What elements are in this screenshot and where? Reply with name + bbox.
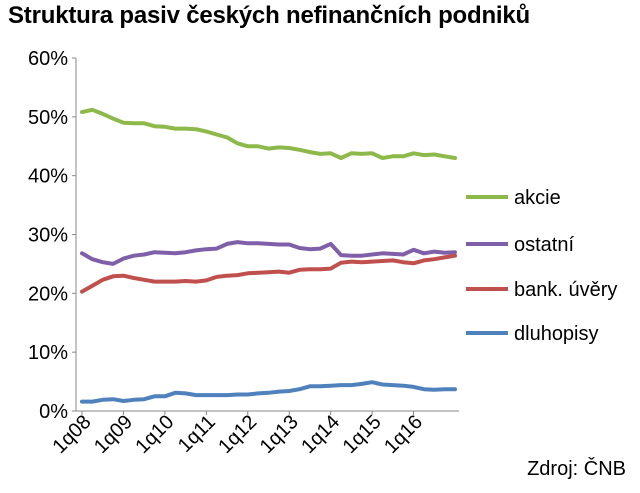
series-line-ostatn-: [80, 240, 457, 266]
x-tick-label: 1q10: [131, 411, 178, 458]
x-tick-label: 1q16: [380, 411, 427, 458]
y-tick-label: 50%: [28, 107, 68, 129]
chart-axes: [72, 57, 459, 415]
legend-label: dluhopisy: [514, 323, 599, 345]
y-tick-label: 0%: [39, 401, 68, 423]
source-note: Zdroj: ČNB: [527, 458, 626, 480]
legend-label: ostatní: [514, 234, 574, 256]
legend: akcie ostatní bank. úvěry dluhopisy: [466, 187, 617, 345]
y-tick-label: 60%: [28, 48, 68, 70]
x-tick-label: 1q12: [214, 411, 261, 458]
x-tick-label: 1q14: [297, 411, 344, 458]
y-tick-label: 10%: [28, 342, 68, 364]
series-lines: [80, 107, 457, 404]
x-tick-label: 1q13: [256, 411, 303, 458]
legend-label: bank. úvěry: [514, 279, 617, 301]
y-tick-label: 30%: [28, 225, 68, 247]
legend-label: akcie: [514, 187, 561, 209]
series-line-bank-v-ry: [80, 253, 457, 294]
series-line-dluhopisy: [80, 380, 457, 404]
y-tick-label: 20%: [28, 283, 68, 305]
y-axis-tick-labels: 0% 10% 20% 30% 40% 50% 60%: [28, 48, 68, 423]
y-tick-label: 40%: [28, 166, 68, 188]
chart-title: Struktura pasiv českých nefinančních pod…: [8, 2, 531, 29]
x-tick-label: 1q15: [339, 411, 386, 458]
x-tick-label: 1q11: [174, 411, 220, 457]
series-line-akcie: [80, 107, 457, 160]
x-tick-label: 1q09: [90, 411, 137, 458]
